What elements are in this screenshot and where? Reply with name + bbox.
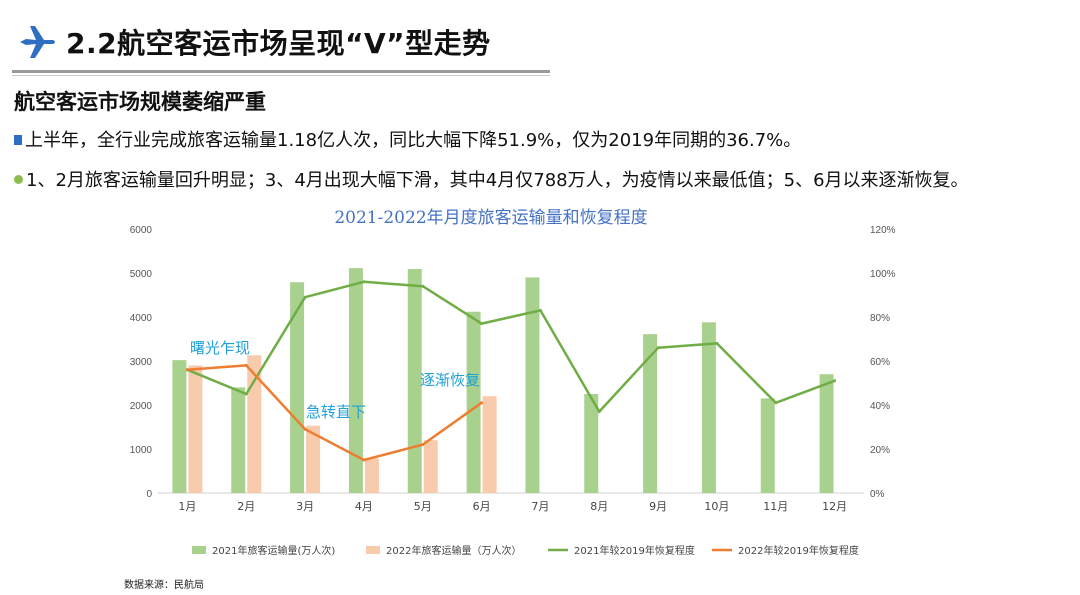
point-2021-recovery <box>244 392 248 396</box>
chart-annotation: 急转直下 <box>306 403 366 421</box>
chart-title: 2021-2022年月度旅客运输量和恢复程度 <box>334 208 647 228</box>
right-tick-label: 120% <box>870 225 896 236</box>
point-2021-recovery <box>480 322 484 326</box>
x-tick-label: 1月 <box>178 500 196 513</box>
x-tick-label: 8月 <box>590 500 608 513</box>
chart-annotation: 逐渐恢复 <box>420 371 480 389</box>
dot-bullet-icon <box>14 175 23 184</box>
point-2021-recovery <box>774 401 778 405</box>
right-tick-label: 0% <box>870 489 885 500</box>
x-tick-label: 11月 <box>763 500 788 513</box>
x-tick-label: 7月 <box>531 500 549 513</box>
left-tick-label: 0 <box>146 489 152 500</box>
bullet-item: 1、2月旅客运输量回升明显；3、4月出现大幅下滑，其中4月仅788万人，为疫情以… <box>14 166 969 192</box>
point-2022-recovery <box>303 427 307 431</box>
bar-2021 <box>172 360 187 493</box>
ridership-chart: 2021-2022年月度旅客运输量和恢复程度 0 1000 2000 3000 4000… <box>130 208 896 557</box>
data-source: 数据来源：民航局 <box>124 580 204 591</box>
left-tick-label: 4000 <box>130 313 153 324</box>
chart-annotation: 曙光乍现 <box>190 339 250 357</box>
flag-bullet-icon <box>14 135 22 145</box>
bar-2021 <box>348 268 363 493</box>
legend-swatch <box>366 546 380 554</box>
point-2021-recovery <box>303 295 307 299</box>
legend-label: 2022年旅客运输量（万人次） <box>386 544 521 557</box>
title-divider <box>12 70 550 73</box>
bar-2021 <box>643 334 658 493</box>
point-2021-recovery <box>656 346 660 350</box>
bar-2021 <box>701 322 716 493</box>
left-tick-label: 2000 <box>130 401 153 412</box>
x-tick-label: 9月 <box>649 500 667 513</box>
bar-2021 <box>819 374 834 493</box>
bar-2021 <box>584 394 599 493</box>
x-tick-label: 5月 <box>414 500 432 513</box>
bullet-text: 1、2月旅客运输量回升明显；3、4月出现大幅下滑，其中4月仅788万人，为疫情以… <box>26 170 969 191</box>
left-tick-label: 1000 <box>130 445 153 456</box>
line-2021-recovery <box>186 280 836 413</box>
right-tick-label: 60% <box>870 357 890 368</box>
right-tick-label: 20% <box>870 445 890 456</box>
line-2022-recovery <box>187 364 483 462</box>
point-2022-recovery <box>185 368 189 372</box>
bar-2021 <box>760 398 775 493</box>
bar-2022 <box>188 365 203 493</box>
title-divider-thin <box>12 75 550 76</box>
x-tick-label: 2月 <box>237 500 255 513</box>
x-tick-label: 10月 <box>704 500 729 513</box>
legend-swatch <box>192 546 206 554</box>
bar-2021 <box>407 269 422 493</box>
legend-label: 2022年较2019年恢复程度 <box>738 544 859 557</box>
point-2022-recovery <box>421 443 425 447</box>
point-2022-recovery <box>362 458 366 462</box>
bullet-item: 上半年，全行业完成旅客运输量1.18亿人次，同比大幅下降51.9%，仅为2019… <box>14 126 801 152</box>
left-tick-label: 3000 <box>130 357 153 368</box>
bar-2021 <box>525 277 540 493</box>
bar-2021 <box>466 311 481 493</box>
x-tick-label: 6月 <box>473 500 491 513</box>
point-2021-recovery <box>421 284 425 288</box>
point-2021-recovery <box>597 410 601 414</box>
left-tick-label: 5000 <box>130 269 153 280</box>
point-2022-recovery <box>244 363 248 367</box>
bar-2022 <box>482 396 497 493</box>
left-tick-label: 6000 <box>130 225 153 236</box>
point-2021-recovery <box>538 308 542 312</box>
bar-2022 <box>247 355 262 493</box>
airplane-icon <box>20 26 55 58</box>
bar-2022 <box>423 440 438 493</box>
bar-2021 <box>231 387 246 493</box>
point-2022-recovery <box>480 401 484 405</box>
point-2021-recovery <box>715 341 719 345</box>
bar-2022 <box>364 458 379 493</box>
x-tick-label: 4月 <box>355 500 373 513</box>
x-tick-label: 12月 <box>822 500 847 513</box>
right-tick-label: 40% <box>870 401 890 412</box>
point-2021-recovery <box>833 379 837 383</box>
bullet-text: 上半年，全行业完成旅客运输量1.18亿人次，同比大幅下降51.9%，仅为2019… <box>25 130 802 151</box>
right-tick-label: 100% <box>870 269 896 280</box>
right-tick-label: 80% <box>870 313 890 324</box>
legend-label: 2021年较2019年恢复程度 <box>574 544 695 557</box>
page-title: 2.2航空客运市场呈现“V”型走势 <box>66 27 491 60</box>
point-2021-recovery <box>362 280 366 284</box>
bar-2022 <box>306 425 321 493</box>
bar-2021 <box>290 282 305 493</box>
legend-label: 2021年旅客运输量(万人次) <box>212 544 335 557</box>
x-tick-label: 3月 <box>296 500 314 513</box>
section-heading: 航空客运市场规模萎缩严重 <box>14 90 266 114</box>
